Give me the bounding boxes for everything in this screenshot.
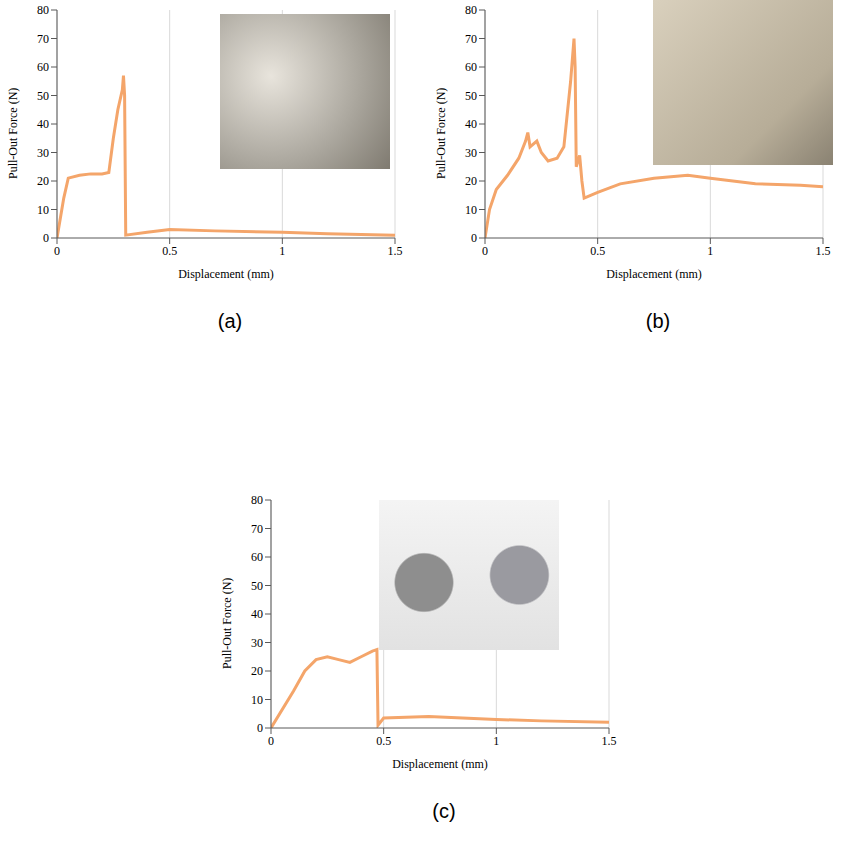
svg-text:0: 0 bbox=[54, 244, 60, 258]
svg-text:20: 20 bbox=[251, 664, 263, 678]
svg-text:80: 80 bbox=[37, 3, 49, 17]
svg-text:80: 80 bbox=[465, 3, 477, 17]
svg-text:Displacement (mm): Displacement (mm) bbox=[606, 267, 702, 281]
svg-text:0: 0 bbox=[482, 244, 488, 258]
svg-text:20: 20 bbox=[465, 174, 477, 188]
svg-text:40: 40 bbox=[251, 607, 263, 621]
svg-text:1.5: 1.5 bbox=[388, 244, 403, 258]
html-text:(c): (c) bbox=[432, 800, 456, 822]
svg-text:30: 30 bbox=[37, 146, 49, 160]
html-text:(b): (b) bbox=[645, 310, 671, 332]
svg-text:1: 1 bbox=[493, 734, 499, 748]
svg-text:Pull-Out Force (N): Pull-Out Force (N) bbox=[220, 578, 234, 669]
svg-text:50: 50 bbox=[251, 579, 263, 593]
svg-text:10: 10 bbox=[465, 203, 477, 217]
svg-text:0: 0 bbox=[268, 734, 274, 748]
svg-text:50: 50 bbox=[465, 89, 477, 103]
svg-text:0: 0 bbox=[257, 721, 263, 735]
svg-text:70: 70 bbox=[251, 522, 263, 536]
svg-text:1.5: 1.5 bbox=[816, 244, 831, 258]
svg-text:Displacement (mm): Displacement (mm) bbox=[178, 267, 274, 281]
svg-text:0.5: 0.5 bbox=[590, 244, 605, 258]
svg-text:Pull-Out Force (N): Pull-Out Force (N) bbox=[434, 88, 448, 179]
svg-text:0: 0 bbox=[471, 231, 477, 245]
svg-text:Displacement (mm): Displacement (mm) bbox=[392, 757, 488, 771]
svg-text:40: 40 bbox=[465, 117, 477, 131]
svg-text:0: 0 bbox=[43, 231, 49, 245]
svg-text:0.5: 0.5 bbox=[376, 734, 391, 748]
svg-text:10: 10 bbox=[37, 203, 49, 217]
svg-text:1.5: 1.5 bbox=[602, 734, 617, 748]
svg-text:50: 50 bbox=[37, 89, 49, 103]
svg-text:80: 80 bbox=[251, 493, 263, 507]
svg-text:10: 10 bbox=[251, 693, 263, 707]
svg-text:0.5: 0.5 bbox=[162, 244, 177, 258]
svg-text:30: 30 bbox=[251, 636, 263, 650]
svg-text:20: 20 bbox=[37, 174, 49, 188]
svg-text:60: 60 bbox=[37, 60, 49, 74]
svg-text:70: 70 bbox=[37, 32, 49, 46]
html-text:(a): (a) bbox=[217, 310, 243, 332]
svg-text:40: 40 bbox=[37, 117, 49, 131]
svg-text:30: 30 bbox=[465, 146, 477, 160]
svg-text:Pull-Out Force (N): Pull-Out Force (N) bbox=[6, 88, 20, 179]
svg-text:1: 1 bbox=[279, 244, 285, 258]
svg-text:1: 1 bbox=[707, 244, 713, 258]
svg-text:70: 70 bbox=[465, 32, 477, 46]
svg-text:60: 60 bbox=[251, 550, 263, 564]
svg-text:60: 60 bbox=[465, 60, 477, 74]
